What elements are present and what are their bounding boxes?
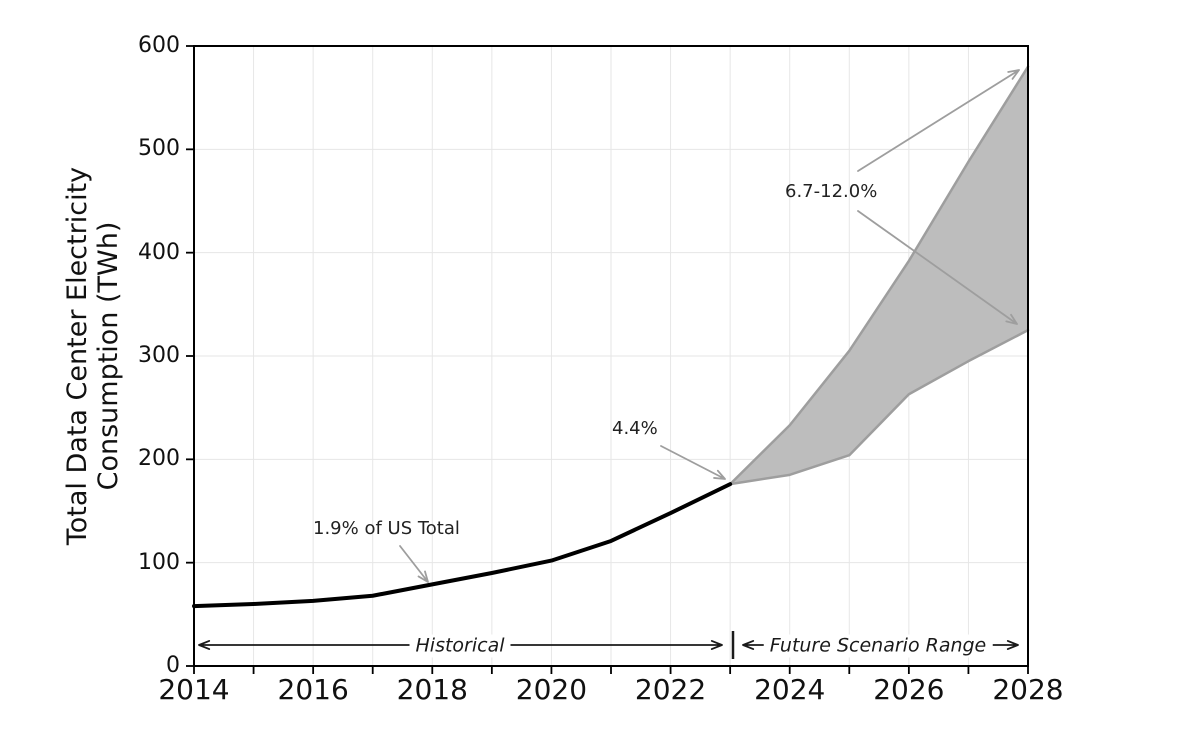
x-tick-label: 2026 (873, 673, 945, 706)
scenario-band (730, 66, 1028, 485)
x-tick-label: 2022 (634, 673, 707, 706)
y-axis-label-line1: Total Data Center Electricity (62, 166, 93, 546)
y-tick-label: 500 (138, 136, 180, 162)
x-tick-label: 2020 (515, 673, 588, 706)
historical-span-label: Historical (409, 634, 511, 658)
annotation-arrow-share-2018 (399, 545, 429, 583)
y-axis-label: Total Data Center Electricity Consumptio… (62, 167, 124, 545)
y-axis-label-line2: Consumption (TWh) (93, 221, 124, 491)
annotation-share-2018: 1.9% of US Total (313, 518, 460, 539)
x-tick-label: 2016 (277, 673, 349, 706)
x-tick-label: 2028 (992, 673, 1064, 706)
y-tick-label: 100 (138, 549, 180, 575)
y-tick-label: 600 (138, 33, 180, 58)
future-span-label: Future Scenario Range (763, 634, 993, 658)
y-tick-label: 400 (138, 239, 180, 265)
y-tick-label: 200 (138, 446, 180, 472)
annotation-arrow-upper-2028 (857, 69, 1020, 172)
y-tick-label: 300 (138, 343, 180, 368)
annotation-share-2028: 6.7-12.0% (785, 181, 878, 202)
annotation-arrow-lower-2028 (857, 210, 1018, 325)
x-tick-label: 2024 (754, 673, 826, 706)
scenario-lower-line (728, 328, 1030, 486)
scenario-upper-line (728, 65, 1030, 486)
x-tick-label: 2018 (396, 673, 468, 706)
x-tick-label: 2014 (158, 673, 230, 706)
y-tick-label: 0 (166, 653, 180, 678)
historical-line (192, 482, 733, 609)
annotation-arrow-share-2023 (660, 445, 726, 480)
annotation-share-2023: 4.4% (612, 418, 658, 439)
